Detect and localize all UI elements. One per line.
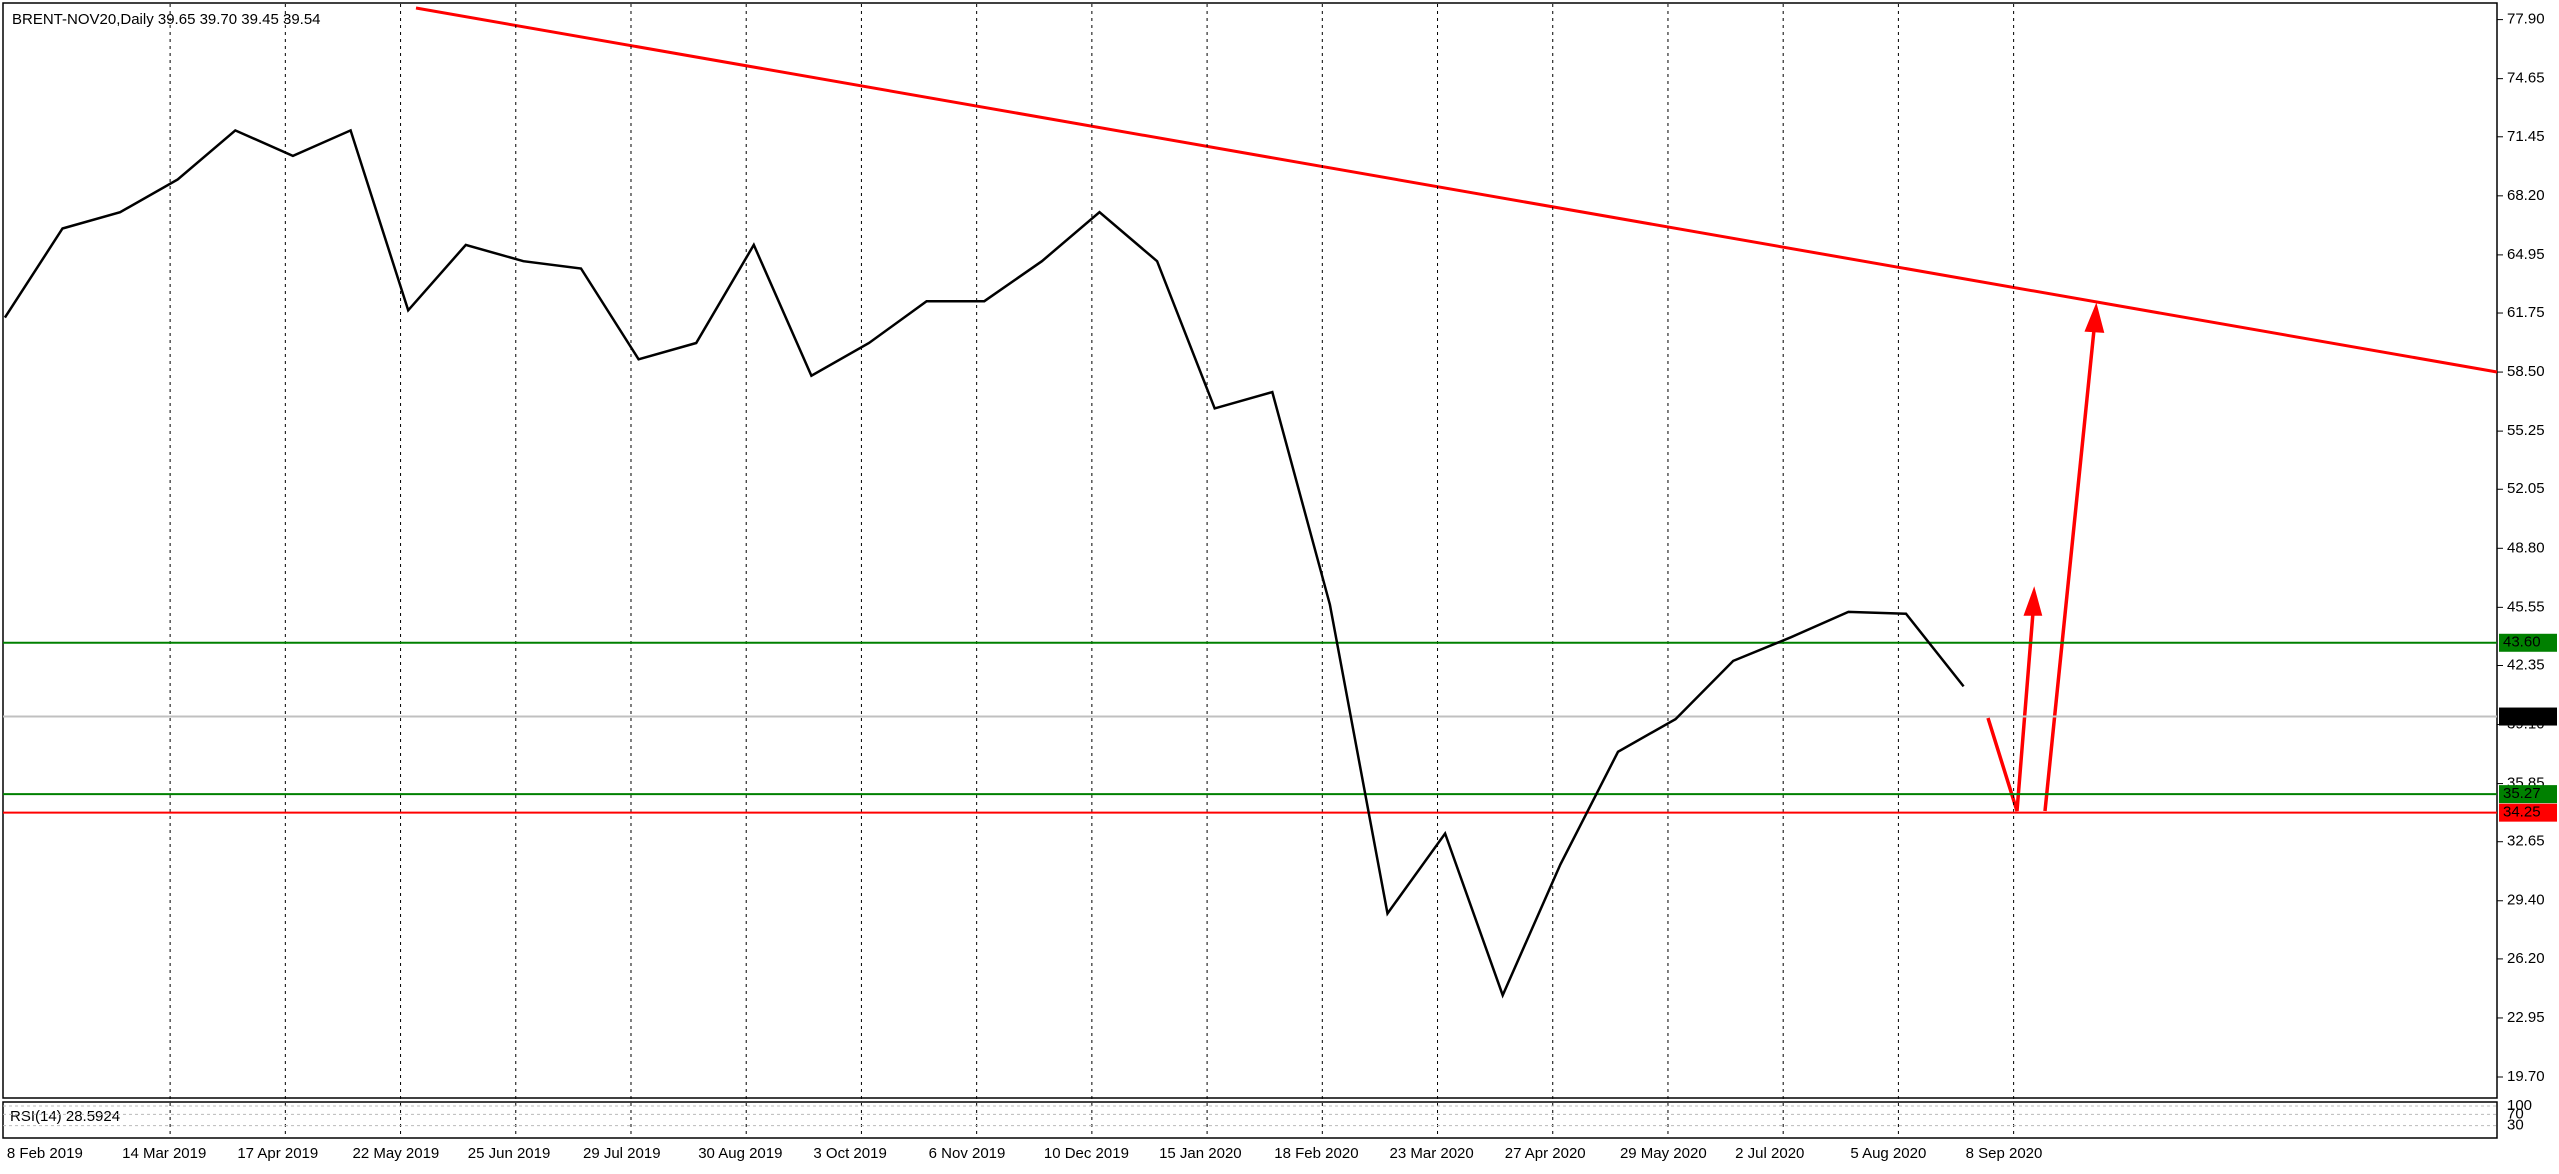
y-tick-label: 55.25 xyxy=(2507,422,2545,439)
x-tick-label: 29 May 2020 xyxy=(1620,1145,1707,1162)
y-tick-label: 42.35 xyxy=(2507,656,2545,673)
x-tick-label: 15 Jan 2020 xyxy=(1159,1145,1242,1162)
level-tag xyxy=(2499,803,2557,822)
x-tick-label: 10 Dec 2019 xyxy=(1044,1145,1129,1162)
y-tick-label: 58.50 xyxy=(2507,363,2545,380)
y-tick-label: 22.95 xyxy=(2507,1009,2545,1026)
x-tick-label: 8 Feb 2019 xyxy=(7,1145,83,1162)
y-tick-label: 74.65 xyxy=(2507,70,2545,87)
rsi-frame xyxy=(2,1101,2498,1139)
level-label: 34.25 xyxy=(2503,804,2541,821)
y-tick-label: 77.90 xyxy=(2507,11,2545,28)
x-tick-label: 8 Sep 2020 xyxy=(1966,1145,2043,1162)
level-label: 43.60 xyxy=(2503,634,2541,651)
rsi-label: RSI(14) 28.5924 xyxy=(10,1108,120,1125)
level-tag xyxy=(2499,785,2557,804)
x-tick-label: 3 Oct 2019 xyxy=(813,1145,886,1162)
arrow-head xyxy=(2023,586,2043,616)
y-tick-label: 45.55 xyxy=(2507,598,2545,615)
x-tick-label: 22 May 2019 xyxy=(353,1145,440,1162)
y-tick-label: 68.20 xyxy=(2507,187,2545,204)
x-tick-label: 17 Apr 2019 xyxy=(237,1145,318,1162)
rsi-tick-label: 100 xyxy=(2507,1097,2532,1114)
x-tick-label: 27 Apr 2020 xyxy=(1505,1145,1586,1162)
level-label: 35.27 xyxy=(2503,785,2541,802)
x-tick-label: 6 Nov 2019 xyxy=(929,1145,1006,1162)
y-tick-label: 52.05 xyxy=(2507,480,2545,497)
price-line xyxy=(3,128,1965,999)
arrow-head xyxy=(2084,302,2105,333)
y-tick-label: 32.65 xyxy=(2507,833,2545,850)
x-tick-label: 18 Feb 2020 xyxy=(1274,1145,1358,1162)
trend-line xyxy=(415,6,2498,374)
chart-title: BRENT-NOV20,Daily 39.65 39.70 39.45 39.5… xyxy=(12,11,321,28)
level-tag xyxy=(2499,633,2557,652)
x-tick-label: 23 Mar 2020 xyxy=(1390,1145,1474,1162)
level-tag xyxy=(2499,707,2557,726)
arrow-path xyxy=(1986,599,2036,812)
y-tick-label: 19.70 xyxy=(2507,1068,2545,1085)
rsi-tick-label: 70 xyxy=(2507,1105,2524,1122)
rsi-tick-label: 30 xyxy=(2507,1117,2524,1134)
y-tick-label: 61.75 xyxy=(2507,304,2545,321)
y-tick-label: 48.80 xyxy=(2507,539,2545,556)
arrow-path xyxy=(2043,319,2097,812)
x-tick-label: 29 Jul 2019 xyxy=(583,1145,661,1162)
x-tick-label: 5 Aug 2020 xyxy=(1850,1145,1926,1162)
main-frame xyxy=(2,2,2498,1099)
y-tick-label: 64.95 xyxy=(2507,246,2545,263)
x-tick-label: 14 Mar 2019 xyxy=(122,1145,206,1162)
x-tick-label: 30 Aug 2019 xyxy=(698,1145,782,1162)
x-tick-label: 25 Jun 2019 xyxy=(468,1145,551,1162)
x-tick-label: 2 Jul 2020 xyxy=(1735,1145,1804,1162)
y-tick-label: 26.20 xyxy=(2507,950,2545,967)
level-label: 39.54 xyxy=(2503,708,2541,725)
y-tick-label: 71.45 xyxy=(2507,128,2545,145)
y-tick-label: 29.40 xyxy=(2507,892,2545,909)
forecast-arrows xyxy=(1986,302,2105,812)
